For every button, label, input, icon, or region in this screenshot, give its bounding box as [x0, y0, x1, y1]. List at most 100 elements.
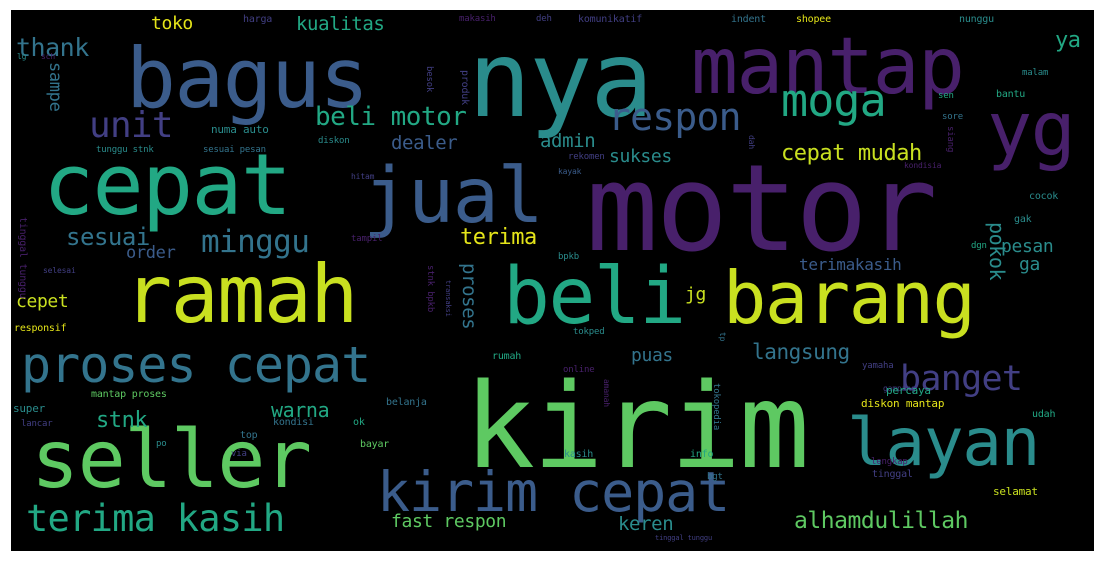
- cloud-word: harga: [243, 14, 273, 25]
- cloud-word: lengkap: [871, 457, 908, 467]
- cloud-word: gampang: [883, 384, 916, 393]
- word-cloud: motor kirim nya mantap bagus cepat jual ramah be…: [11, 10, 1094, 551]
- cloud-word: cepet: [16, 291, 69, 312]
- cloud-word: ramah: [124, 248, 358, 341]
- cloud-word: online: [563, 365, 595, 375]
- cloud-word: bagus: [126, 30, 369, 127]
- cloud-word: kondisia: [904, 161, 942, 170]
- cloud-word: yg: [987, 85, 1076, 173]
- cloud-word: deh: [536, 14, 552, 24]
- cloud-word: cepat mudah: [781, 141, 922, 166]
- cloud-word: amanah: [602, 379, 611, 407]
- cloud-word: mantap proses: [91, 389, 167, 400]
- cloud-word: barang: [723, 256, 976, 340]
- cloud-word: siang: [945, 126, 955, 153]
- cloud-word: udah: [1032, 409, 1056, 420]
- cloud-word: beli motor: [315, 102, 467, 132]
- cloud-word: ya: [1055, 28, 1081, 53]
- cloud-word: alhamdulillah: [794, 508, 969, 534]
- cloud-word: tp: [718, 332, 727, 342]
- cloud-word: nya: [468, 19, 653, 141]
- cloud-word: shopee: [796, 14, 831, 25]
- cloud-word: moga: [781, 74, 887, 127]
- cloud-word: po: [156, 439, 167, 449]
- cloud-word: order: [126, 243, 176, 263]
- cloud-word: kirim cepat: [377, 460, 730, 524]
- cloud-word: pesan: [1001, 236, 1054, 257]
- cloud-word: diskon mantap: [861, 397, 945, 410]
- cloud-word: gak: [1014, 214, 1032, 225]
- cloud-word: makasih: [459, 14, 496, 24]
- cloud-word: percaya: [886, 384, 931, 397]
- cloud-word: numa auto: [211, 123, 269, 136]
- cloud-word: terima kasih: [26, 497, 285, 540]
- cloud-word: produk: [459, 70, 470, 105]
- cloud-word: jual: [363, 152, 544, 241]
- cloud-word: warna: [271, 398, 330, 422]
- cloud-word: sesuai pesan: [203, 145, 266, 155]
- cloud-word: terimakasih: [799, 255, 902, 274]
- cloud-word: diskon: [318, 136, 350, 146]
- cloud-word: cocok: [1029, 191, 1059, 202]
- cloud-word: langsung: [752, 340, 850, 364]
- cloud-word: cepat: [43, 136, 292, 235]
- cloud-word: puas: [631, 345, 673, 366]
- cloud-word: nunggu: [959, 14, 994, 25]
- cloud-word: dealer: [391, 132, 458, 154]
- cloud-word: indent: [731, 14, 766, 25]
- cloud-word: komunikatif: [578, 14, 643, 25]
- cloud-word: ok: [353, 417, 365, 428]
- cloud-word: ga: [1019, 254, 1040, 275]
- cloud-word: sukses: [609, 146, 672, 167]
- cloud-word: proses: [458, 263, 480, 330]
- cloud-word: transaksi: [444, 280, 452, 317]
- cloud-word: sesuai: [66, 223, 150, 251]
- cloud-word: kondisi: [273, 417, 314, 428]
- cloud-word: rekomen: [568, 152, 605, 162]
- cloud-word: tunggu stnk: [96, 145, 154, 155]
- cloud-word: layan: [847, 404, 1040, 481]
- cloud-word: admin: [540, 130, 596, 152]
- cloud-word: top: [240, 430, 258, 441]
- cloud-word: sen: [938, 91, 954, 101]
- cloud-word: selamat: [993, 485, 1038, 498]
- cloud-word: bgt: [707, 472, 723, 482]
- cloud-word: yamaha: [862, 361, 894, 371]
- cloud-word: minggu: [201, 224, 310, 260]
- cloud-word: lg: [17, 52, 27, 61]
- cloud-word: banget: [900, 359, 1023, 399]
- cloud-word: rumah: [492, 351, 522, 362]
- cloud-word: jg: [685, 284, 706, 305]
- cloud-word: respon: [608, 95, 741, 139]
- cloud-word: tampil: [351, 234, 383, 244]
- cloud-word: fast respon: [391, 511, 507, 532]
- cloud-word: bantu: [996, 89, 1026, 100]
- cloud-word: terima: [460, 225, 537, 250]
- cloud-word: motor: [586, 140, 938, 279]
- cloud-word: sampe: [45, 62, 65, 112]
- cloud-word: keren: [618, 513, 674, 535]
- cloud-word: besok: [424, 66, 434, 93]
- cloud-word: malam: [1022, 68, 1049, 78]
- cloud-word: via: [231, 449, 247, 459]
- cloud-word: sch: [41, 52, 55, 61]
- cloud-word: thank: [16, 33, 89, 62]
- cloud-word: beli: [503, 252, 686, 342]
- cloud-word: belanja: [386, 397, 427, 408]
- cloud-word: lancar: [21, 419, 53, 429]
- cloud-word: stnk: [96, 408, 148, 433]
- cloud-word: tinggal: [872, 469, 913, 480]
- cloud-word: seller: [31, 413, 312, 506]
- cloud-word: responsif: [14, 323, 67, 334]
- cloud-word: selesai: [43, 266, 76, 275]
- cloud-word: kirim: [464, 357, 810, 495]
- cloud-word: dah: [747, 135, 756, 149]
- cloud-word: toko: [151, 13, 193, 34]
- cloud-word: kayak: [558, 167, 582, 176]
- cloud-word: tinggal tunggu: [655, 534, 713, 542]
- cloud-word: hitam: [351, 172, 375, 181]
- cloud-word: bpkb: [558, 252, 579, 262]
- cloud-word: stnk bpkb: [425, 265, 435, 313]
- cloud-word: info: [690, 449, 714, 460]
- cloud-word: kasih: [564, 449, 594, 460]
